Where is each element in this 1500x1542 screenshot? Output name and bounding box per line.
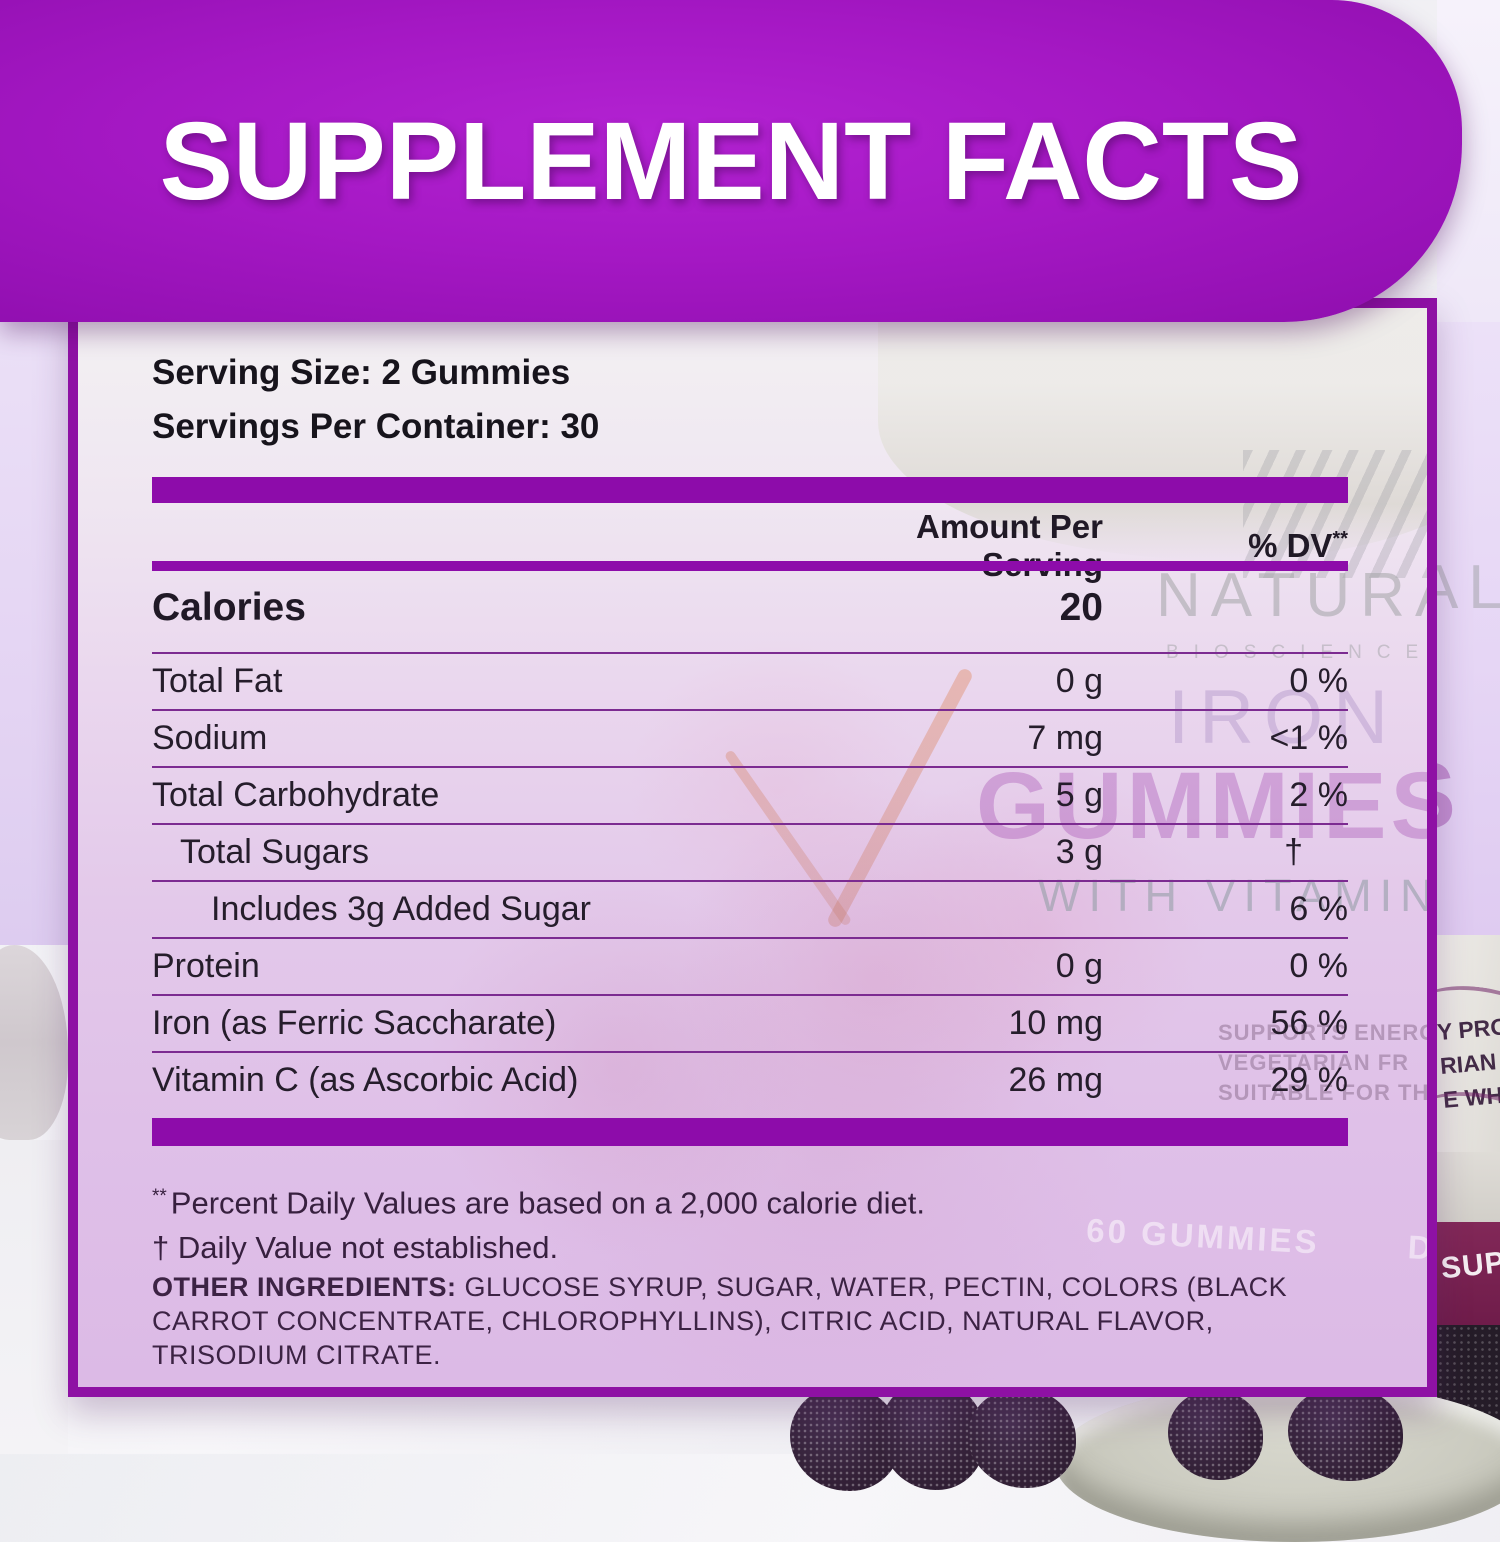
- nutrient-label: Iron (as Ferric Saccharate): [152, 1004, 557, 1042]
- nutrient-label: Protein: [152, 947, 260, 985]
- bottle-cap-edge: [1437, 1152, 1500, 1222]
- nutrient-label: Includes 3g Added Sugar: [211, 890, 591, 928]
- nutrient-amount: 7 mg: [1027, 719, 1103, 757]
- panel-background: NATURAL BIOSCIENCE IRON GUMMIES WITH VIT…: [78, 308, 1427, 1387]
- nutrient-label: Vitamin C (as Ascorbic Acid): [152, 1061, 579, 1099]
- nutrient-row: Sodium 7 mg <1 %: [152, 709, 1348, 766]
- left-gummy-photo: [0, 945, 68, 1140]
- brand-watermark-fragment: NATURAL: [1437, 553, 1500, 622]
- other-ingredients-text: GLUCOSE SYRUP, SUGAR, WATER, PECTIN, COL…: [152, 1272, 1288, 1370]
- nutrient-label: Total Sugars: [180, 833, 369, 871]
- left-lavender-strip: [0, 322, 68, 945]
- header-banner: SUPPLEMENT FACTS: [0, 0, 1462, 322]
- divider-bar-thick-bottom: [152, 1118, 1348, 1146]
- footnotes: ** Percent Daily Values are based on a 2,…: [152, 1174, 925, 1270]
- gummy-photo: [1168, 1390, 1263, 1480]
- nutrient-dv: 2 %: [1289, 776, 1348, 814]
- nutrient-row: Protein 0 g 0 %: [152, 937, 1348, 994]
- bottle-lid-photo: [1055, 1382, 1500, 1542]
- bottle-band-text: SUPP: [1439, 1243, 1500, 1286]
- page-title: SUPPLEMENT FACTS: [159, 99, 1303, 223]
- nutrient-dv: 29 %: [1270, 1061, 1349, 1099]
- percent-dv-footnote: ** Percent Daily Values are based on a 2,…: [152, 1185, 926, 1221]
- calories-label: Calories: [152, 586, 306, 629]
- bottle-label-arc: [1437, 1085, 1500, 1151]
- serving-size-line: Serving Size: 2 Gummies: [152, 353, 571, 392]
- footnote-asterisks: **: [152, 1186, 167, 1207]
- nutrient-row: Iron (as Ferric Saccharate) 10 mg 56 %: [152, 994, 1348, 1051]
- nutrient-row: Total Sugars 3 g †: [152, 823, 1348, 880]
- serving-info: Serving Size: 2 Gummies Servings Per Con…: [152, 346, 599, 454]
- nutrient-amount: 0 g: [1055, 662, 1103, 700]
- dagger-footnote: † Daily Value not established.: [152, 1230, 559, 1266]
- nutrient-amount: 10 mg: [1008, 1004, 1104, 1042]
- servings-per-container-line: Servings Per Container: 30: [152, 407, 600, 446]
- bottle-band-edge: SUPP: [1437, 1222, 1500, 1325]
- nutrient-row: Vitamin C (as Ascorbic Acid) 26 mg 29 %: [152, 1051, 1348, 1108]
- calories-row: Calories 20: [152, 584, 1348, 632]
- nutrient-dv: <1 %: [1269, 719, 1348, 757]
- subline-watermark-fragment: WITH VITAMIN: [1437, 867, 1443, 919]
- amount-per-serving-header: Amount Per Serving: [915, 508, 1103, 583]
- nutrient-label: Sodium: [152, 719, 268, 757]
- nutrient-dv: 6 %: [1289, 890, 1348, 928]
- nutrient-amount: 26 mg: [1008, 1061, 1104, 1099]
- nutrient-amount: 3 g: [1055, 833, 1103, 871]
- dietary-watermark: DIETARY: [1406, 1228, 1427, 1274]
- claim-fragment-line: Y PROD: [1437, 1011, 1500, 1046]
- gummy-photo: [968, 1388, 1076, 1488]
- left-bottom-strip: [0, 1140, 68, 1454]
- nutrient-amount: 0 g: [1055, 947, 1103, 985]
- nutrient-label: Total Carbohydrate: [152, 776, 440, 814]
- nutrient-dv: †: [1284, 833, 1303, 871]
- facts-content: Serving Size: 2 Gummies Servings Per Con…: [152, 308, 1348, 1387]
- nutrient-dv: 0 %: [1289, 947, 1348, 985]
- other-ingredients-label: OTHER INGREDIENTS:: [152, 1272, 457, 1302]
- nutrient-amount: 5 g: [1055, 776, 1103, 814]
- product-watermark-fragment: GUMMIES: [1437, 742, 1460, 851]
- right-strip-lavender: NATURAL GUMMIES WITH VITAMIN: [1437, 322, 1500, 935]
- supplement-facts-panel: NATURAL BIOSCIENCE IRON GUMMIES WITH VIT…: [68, 298, 1437, 1397]
- percent-dv-header: % DV**: [1248, 527, 1348, 564]
- divider-bar-medium: [152, 561, 1348, 571]
- divider-bar-thick-top: [152, 477, 1348, 503]
- other-ingredients: OTHER INGREDIENTS: GLUCOSE SYRUP, SUGAR,…: [152, 1270, 1348, 1372]
- nutrient-row: Total Fat 0 g 0 %: [152, 652, 1348, 709]
- dv-header-asterisks: **: [1332, 528, 1348, 550]
- nutrient-label: Total Fat: [152, 662, 283, 700]
- table-header-row: Amount Per Serving % DV**: [152, 508, 1348, 583]
- nutrient-rows: Total Fat 0 g 0 % Sodium 7 mg <1 % Total Carbo…: [152, 652, 1348, 1108]
- nutrient-row: Total Carbohydrate 5 g 2 %: [152, 766, 1348, 823]
- right-background-strip: NATURAL GUMMIES WITH VITAMIN Y PRODRIAN …: [1437, 0, 1500, 1454]
- nutrient-row: Includes 3g Added Sugar 6 %: [152, 880, 1348, 937]
- claim-fragment-line: RIAN FR: [1439, 1045, 1500, 1080]
- calories-amount: 20: [1059, 586, 1103, 629]
- nutrient-dv: 56 %: [1270, 1004, 1349, 1042]
- nutrient-dv: 0 %: [1289, 662, 1348, 700]
